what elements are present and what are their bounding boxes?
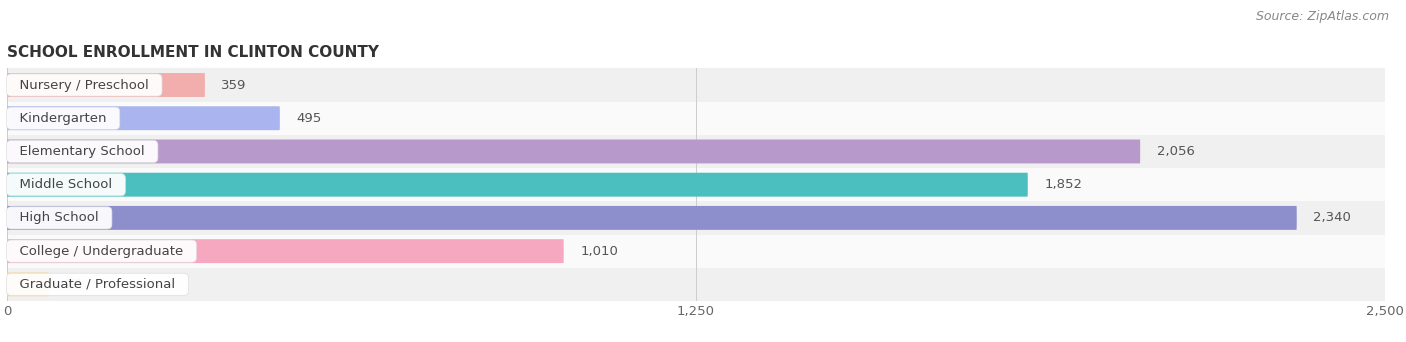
FancyBboxPatch shape — [7, 140, 1140, 163]
FancyBboxPatch shape — [7, 206, 1296, 230]
Text: Nursery / Preschool: Nursery / Preschool — [11, 79, 157, 92]
FancyBboxPatch shape — [7, 73, 205, 97]
FancyBboxPatch shape — [7, 173, 1028, 197]
Text: High School: High School — [11, 211, 107, 224]
Text: 495: 495 — [297, 112, 322, 125]
FancyBboxPatch shape — [7, 272, 49, 296]
Bar — [7, 68, 1385, 102]
Text: Graduate / Professional: Graduate / Professional — [11, 278, 184, 291]
FancyBboxPatch shape — [7, 239, 564, 263]
Text: 1,852: 1,852 — [1045, 178, 1083, 191]
Text: Kindergarten: Kindergarten — [11, 112, 115, 125]
Text: 2,056: 2,056 — [1157, 145, 1195, 158]
Text: College / Undergraduate: College / Undergraduate — [11, 245, 191, 258]
Bar — [7, 235, 1385, 268]
Bar — [7, 102, 1385, 135]
Bar — [7, 268, 1385, 301]
Text: 2,340: 2,340 — [1313, 211, 1351, 224]
Text: Middle School: Middle School — [11, 178, 121, 191]
Text: Elementary School: Elementary School — [11, 145, 153, 158]
Bar — [7, 135, 1385, 168]
Text: 76: 76 — [66, 278, 83, 291]
Bar — [7, 168, 1385, 201]
FancyBboxPatch shape — [7, 106, 280, 130]
Text: 359: 359 — [221, 79, 247, 92]
Text: Source: ZipAtlas.com: Source: ZipAtlas.com — [1256, 10, 1389, 23]
Text: SCHOOL ENROLLMENT IN CLINTON COUNTY: SCHOOL ENROLLMENT IN CLINTON COUNTY — [7, 45, 380, 60]
Text: 1,010: 1,010 — [581, 245, 619, 258]
Bar — [7, 201, 1385, 235]
